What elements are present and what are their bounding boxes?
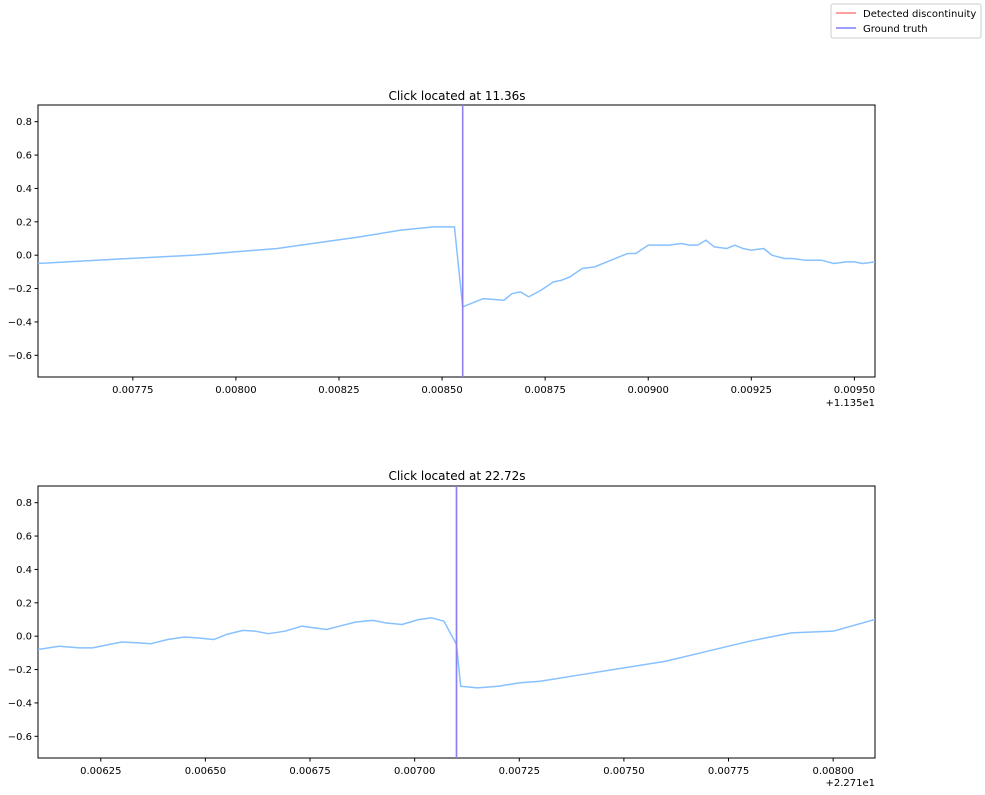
y-tick-label-2: 0.6 — [16, 532, 32, 543]
y-tick-label-2: −0.2 — [8, 665, 32, 676]
x-tick-label-2: 0.00750 — [603, 766, 644, 777]
x-tick-label-2: 0.00675 — [289, 766, 330, 777]
y-tick-label-2: −0.4 — [8, 698, 32, 709]
x-tick-label-2: 0.00700 — [394, 766, 435, 777]
x-tick-label-2: 0.00625 — [80, 766, 121, 777]
y-tick-label-1: 0.4 — [16, 184, 32, 195]
signal-series-1 — [38, 226, 875, 308]
y-tick-label-2: 0.8 — [16, 498, 32, 509]
x-tick-label-1: 0.00800 — [215, 385, 256, 396]
y-tick-label-1: 0.8 — [16, 117, 32, 128]
subplot-1: Click located at 11.36s +1.135e1 −0.6 −0.… — [8, 89, 876, 409]
plot-frame-1 — [37, 104, 876, 378]
legend-label-ground-truth: Ground truth — [863, 24, 928, 35]
y-tick-label-2: 0.2 — [16, 598, 32, 609]
y-tick-label-1: 0.0 — [16, 251, 32, 262]
x-tick-label-1: 0.00775 — [112, 385, 153, 396]
y-tick-label-1: −0.6 — [8, 351, 32, 362]
chart-title-2: Click located at 22.72s — [388, 469, 525, 483]
x-offset-label-2: +2.271e1 — [825, 778, 875, 789]
legend-label-detected: Detected discontinuity — [863, 9, 976, 20]
x-tick-label-2: 0.00800 — [812, 766, 853, 777]
x-tick-label-1: 0.00900 — [628, 385, 669, 396]
x-tick-label-2: 0.00775 — [708, 766, 749, 777]
legend: Detected discontinuity Ground truth — [830, 3, 982, 39]
x-tick-label-2: 0.00725 — [499, 766, 540, 777]
x-tick-label-1: 0.00850 — [421, 385, 462, 396]
chart-title-1: Click located at 11.36s — [388, 89, 525, 103]
x-tick-label-1: 0.00950 — [834, 385, 875, 396]
y-tick-label-2: 0.4 — [16, 565, 32, 576]
x-offset-label-1: +1.135e1 — [825, 398, 875, 409]
y-tick-label-2: −0.6 — [8, 732, 32, 743]
x-tick-label-1: 0.00925 — [731, 385, 772, 396]
y-tick-label-1: 0.6 — [16, 151, 32, 162]
x-tick-label-2: 0.00650 — [185, 766, 226, 777]
subplot-2: Click located at 22.72s +2.271e1 −0.6 −0.… — [8, 469, 876, 789]
x-tick-label-1: 0.00825 — [318, 385, 359, 396]
y-tick-label-1: 0.2 — [16, 217, 32, 228]
y-tick-label-1: −0.2 — [8, 284, 32, 295]
y-tick-label-2: 0.0 — [16, 632, 32, 643]
x-tick-label-1: 0.00875 — [524, 385, 565, 396]
y-tick-label-1: −0.4 — [8, 317, 32, 328]
legend-box — [830, 3, 982, 39]
signal-series-2 — [38, 617, 875, 689]
